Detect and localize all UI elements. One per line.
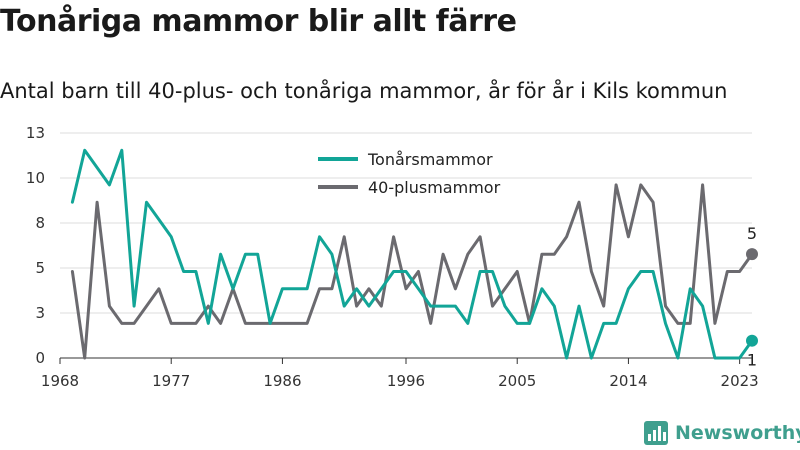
- newsworthy-logo-icon: [644, 421, 668, 445]
- series-line-teen: [70, 148, 754, 360]
- x-tick-label: 1968: [41, 372, 79, 390]
- legend-label-teen: Tonårsmammor: [367, 150, 493, 169]
- x-tick-label: 2005: [498, 372, 536, 390]
- chart-subtitle: Antal barn till 40-plus- och tonåriga ma…: [0, 79, 728, 103]
- legend-label-forty: 40-plusmammor: [368, 178, 501, 197]
- newsworthy-brand[interactable]: Newsworthy: [644, 420, 800, 446]
- y-tick-labels: 0 3 5 8 10 13: [26, 124, 45, 367]
- grid-lines: [60, 132, 752, 314]
- end-label-teen: 1: [747, 351, 757, 370]
- end-point-forty: [746, 248, 758, 261]
- end-points: 51: [746, 224, 758, 370]
- y-tick-label: 5: [35, 259, 45, 277]
- y-tick-label: 8: [35, 214, 45, 232]
- x-tick-label: 2023: [721, 372, 759, 390]
- x-tick-label: 1986: [263, 372, 301, 390]
- y-tick-label: 13: [26, 124, 45, 142]
- series-lines: [70, 148, 754, 360]
- x-tick-label: 1977: [152, 372, 190, 390]
- y-tick-label: 3: [35, 304, 45, 322]
- x-tick-label: 1996: [387, 372, 425, 390]
- chart-title: Tonåriga mammor blir allt färre: [0, 4, 517, 39]
- brand-name: Newsworthy: [675, 422, 800, 444]
- legend: Tonårsmammor 40-plusmammor: [318, 150, 501, 197]
- y-tick-label: 0: [35, 349, 45, 367]
- end-label-forty: 5: [747, 224, 757, 243]
- y-tick-label: 10: [26, 169, 45, 187]
- x-tick-label: 2014: [609, 372, 647, 390]
- x-tick-labels: 1968 1977 1986 1996 2005 2014 2023: [41, 358, 759, 390]
- end-point-teen: [746, 334, 758, 347]
